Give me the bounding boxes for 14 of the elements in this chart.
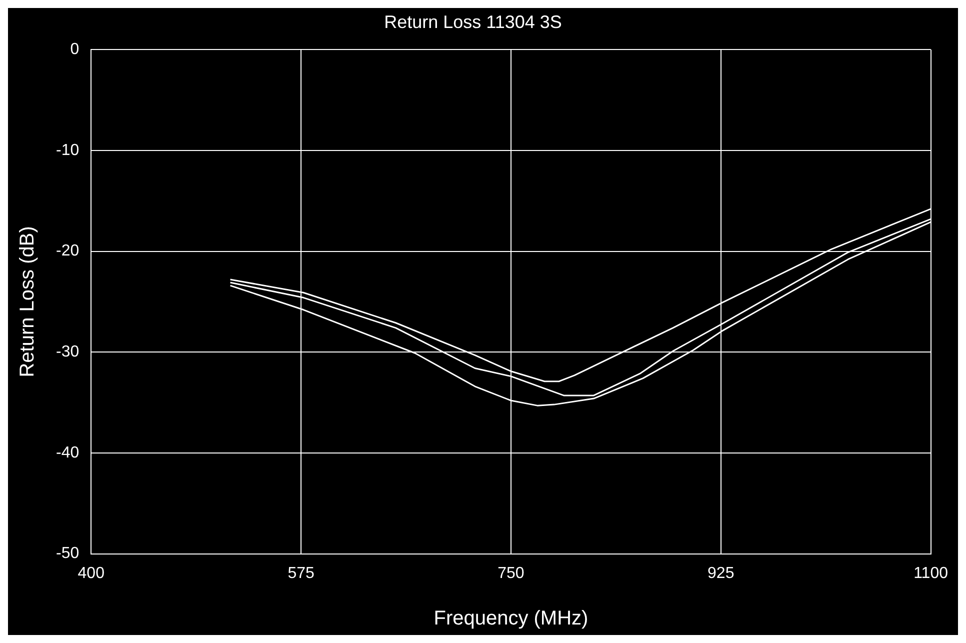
x-tick-label: 750	[498, 564, 524, 582]
y-tick-label: -30	[56, 344, 80, 361]
x-axis-title: Frequency (MHz)	[434, 608, 588, 630]
y-tick-label: -20	[56, 242, 80, 260]
x-tick-label: 400	[78, 564, 105, 582]
y-tick-label: 0	[70, 41, 80, 58]
y-tick-label: -50	[56, 545, 80, 562]
chart-title: Return Loss 11304 3S	[384, 12, 562, 32]
x-tick-label: 925	[708, 564, 734, 582]
y-tick-label: -40	[56, 444, 80, 462]
x-tick-label: 575	[288, 564, 314, 582]
y-axis-title: Return Loss (dB)	[16, 226, 39, 378]
x-tick-label: 1100	[914, 564, 948, 582]
y-tick-label: -10	[56, 142, 80, 159]
